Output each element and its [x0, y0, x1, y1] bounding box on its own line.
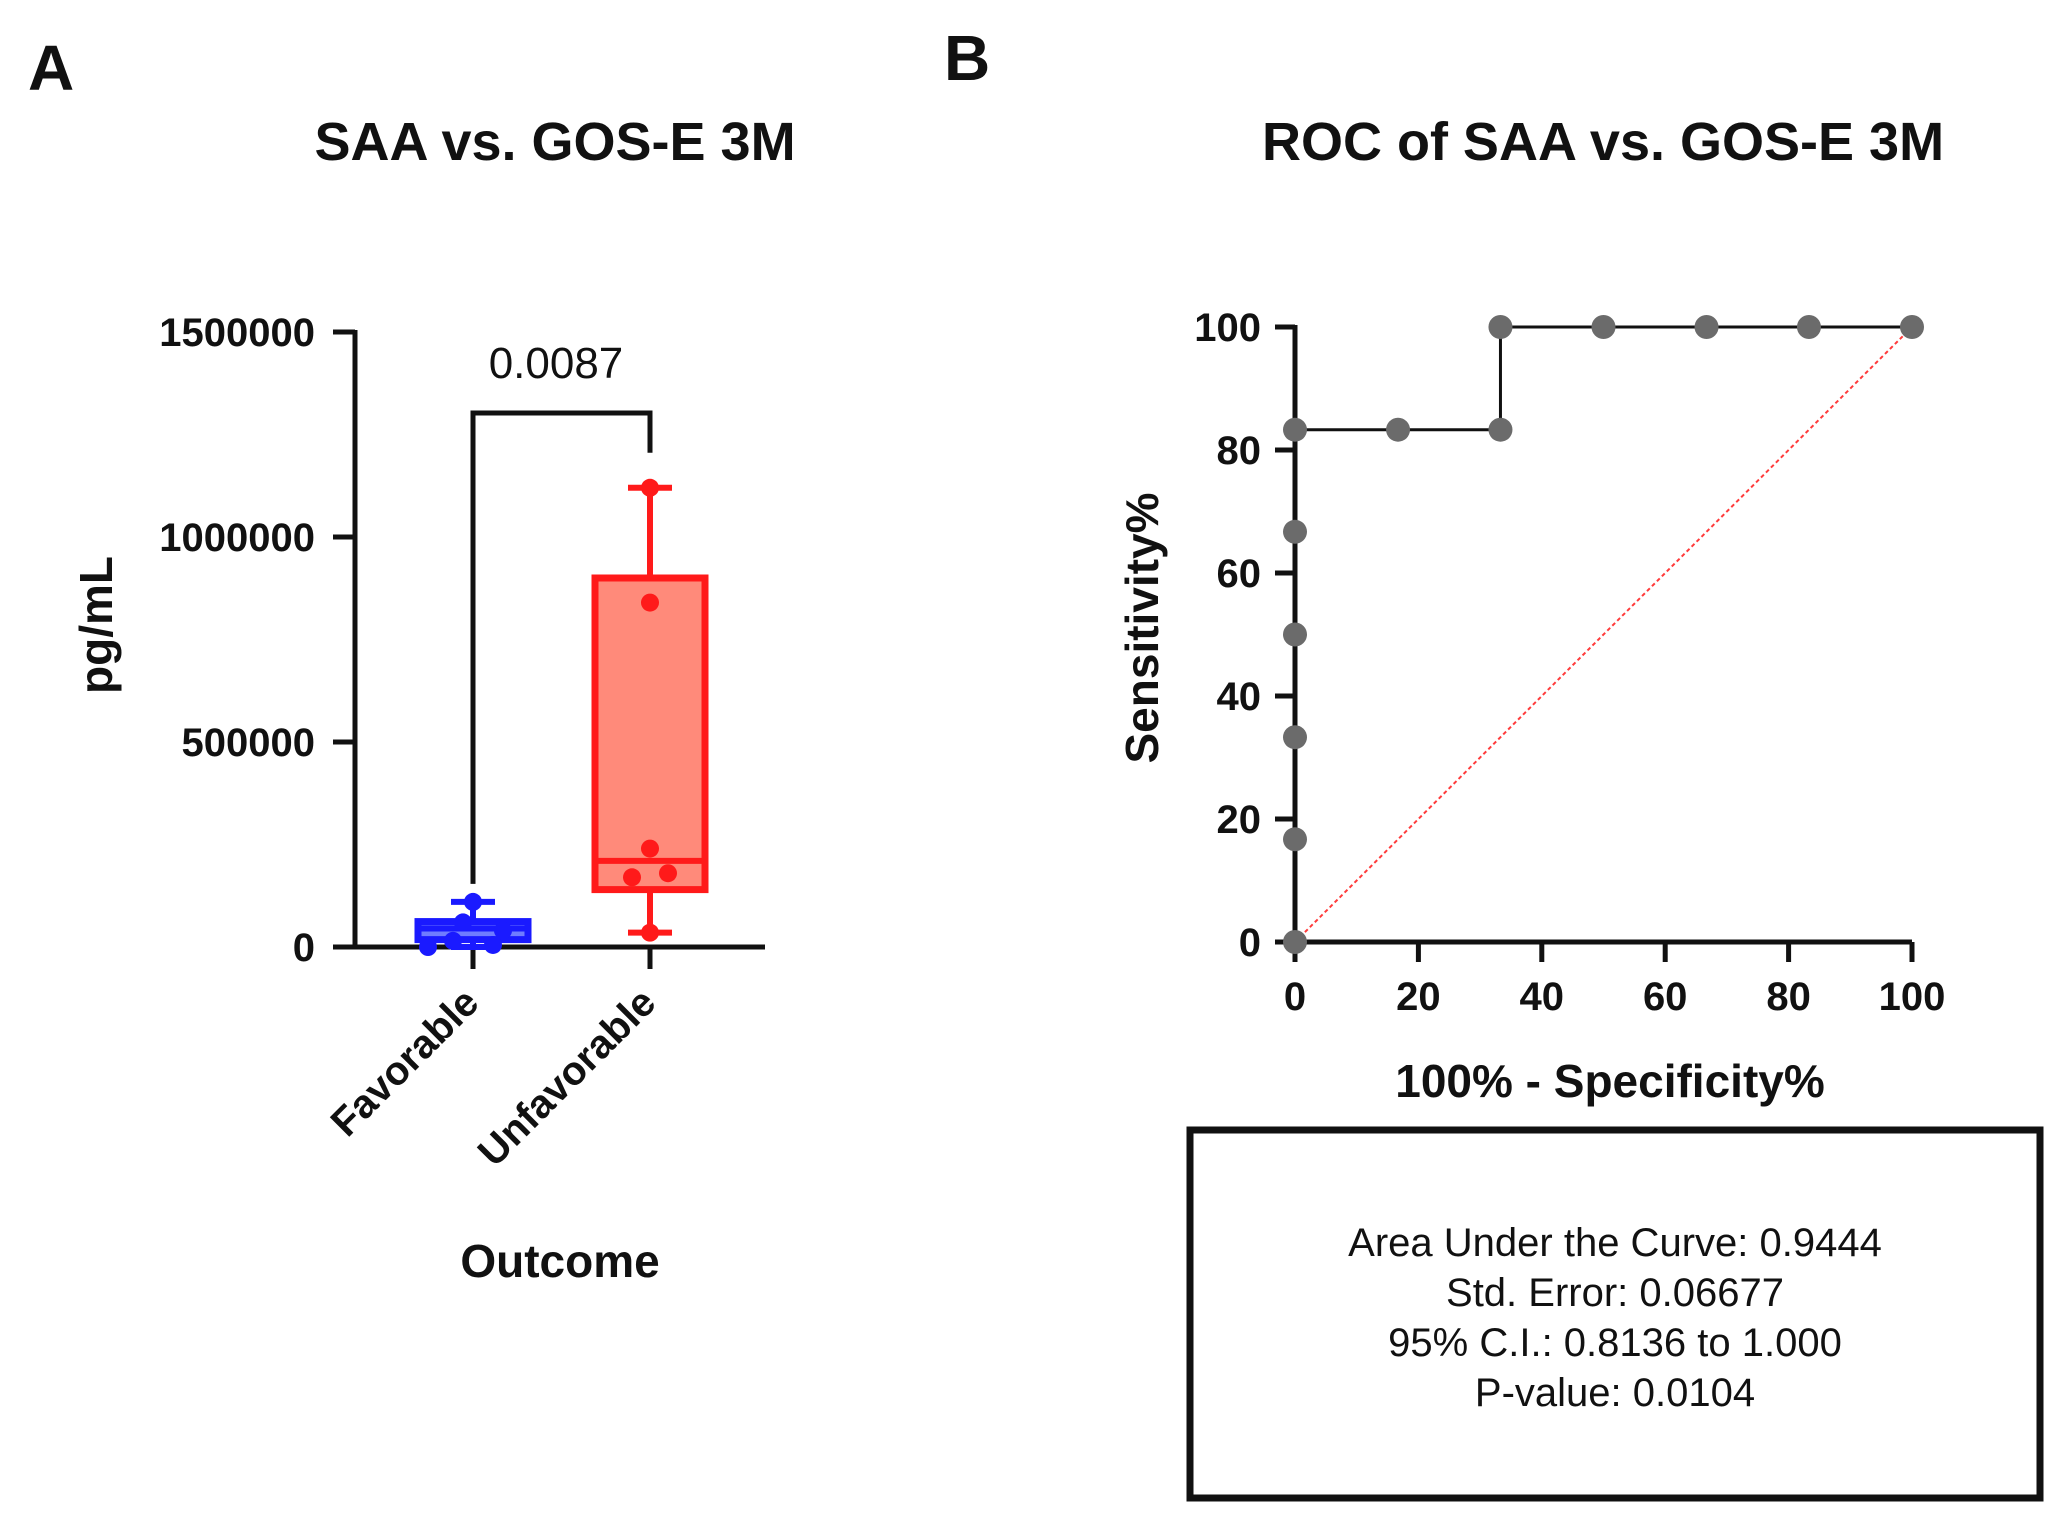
panel-b-title: ROC of SAA vs. GOS-E 3M	[1262, 112, 1944, 172]
x-tick-label: 100	[1879, 975, 1946, 1019]
roc-point	[1900, 315, 1924, 339]
panel-b-letter: B	[944, 22, 990, 94]
panel-a-xlabel: Outcome	[460, 1235, 659, 1287]
stats-ci: 95% C.I.: 0.8136 to 1.000	[1388, 1321, 1842, 1365]
stats-box	[1186, 1126, 2044, 1502]
roc-point	[1488, 315, 1513, 339]
data-point	[484, 935, 502, 954]
y-tick-label: 80	[1217, 429, 1262, 473]
roc-point	[1283, 519, 1307, 544]
roc-point	[1283, 827, 1307, 852]
panel-b-ylabel: Sensitivity%	[1116, 493, 1168, 764]
stats-auc: Area Under the Curve: 0.9444	[1348, 1221, 1882, 1265]
data-point	[464, 892, 482, 911]
roc-point	[1386, 417, 1411, 442]
roc-point	[1488, 417, 1513, 442]
data-point	[641, 593, 659, 612]
data-point	[659, 864, 677, 883]
data-point	[641, 839, 659, 858]
box-iqr	[591, 574, 709, 894]
panel-b-xlabel: 100% - Specificity%	[1395, 1055, 1825, 1107]
data-point	[623, 868, 641, 887]
stats-std-error: Std. Error: 0.06677	[1446, 1271, 1784, 1315]
y-tick-label: 0	[293, 926, 315, 970]
y-tick-label: 20	[1217, 798, 1262, 842]
panel-a-ylabel: pg/mL	[70, 556, 122, 694]
data-point	[444, 931, 462, 950]
x-tick-label: Favorable	[323, 980, 488, 1145]
roc-curve-panel-b: 0 20 40 60 80 100 0 20 40 60 80 100	[1194, 306, 1945, 1019]
data-point	[419, 938, 437, 956]
stats-p-value: P-value: 0.0104	[1475, 1371, 1755, 1415]
x-tick-label: Unfavorable	[470, 980, 665, 1175]
roc-point	[1283, 417, 1307, 442]
y-tick-label: 40	[1217, 675, 1262, 719]
reference-diagonal-line	[1294, 326, 1913, 943]
x-tick-label: 0	[1284, 975, 1306, 1019]
data-point	[641, 478, 659, 497]
y-tick-label: 100	[1194, 306, 1261, 350]
roc-point	[1694, 315, 1719, 339]
x-tick-label: 60	[1643, 975, 1688, 1019]
roc-point	[1283, 725, 1307, 750]
y-tick-label: 500000	[182, 721, 315, 765]
y-tick-label: 0	[1239, 921, 1261, 965]
data-point	[641, 923, 659, 942]
roc-point	[1283, 622, 1307, 647]
y-tick-label: 1000000	[159, 516, 315, 560]
box-plot-panel-a: 0 500000 1000000 1500000 FavorableUnfavorabl…	[159, 311, 765, 1175]
panel-a-letter: A	[28, 32, 74, 104]
data-point	[494, 921, 512, 940]
roc-point	[1796, 315, 1821, 339]
roc-point	[1591, 315, 1616, 339]
y-tick-label: 60	[1217, 552, 1262, 596]
data-point	[454, 913, 472, 932]
x-tick-label: 20	[1396, 975, 1441, 1019]
x-tick-label: 40	[1520, 975, 1565, 1019]
roc-point	[1283, 930, 1307, 954]
significance-bracket	[470, 410, 653, 884]
y-tick-label: 1500000	[159, 311, 315, 355]
panel-a-title: SAA vs. GOS-E 3M	[314, 112, 795, 172]
x-tick-label: 80	[1766, 975, 1811, 1019]
significance-label: 0.0087	[489, 339, 624, 388]
